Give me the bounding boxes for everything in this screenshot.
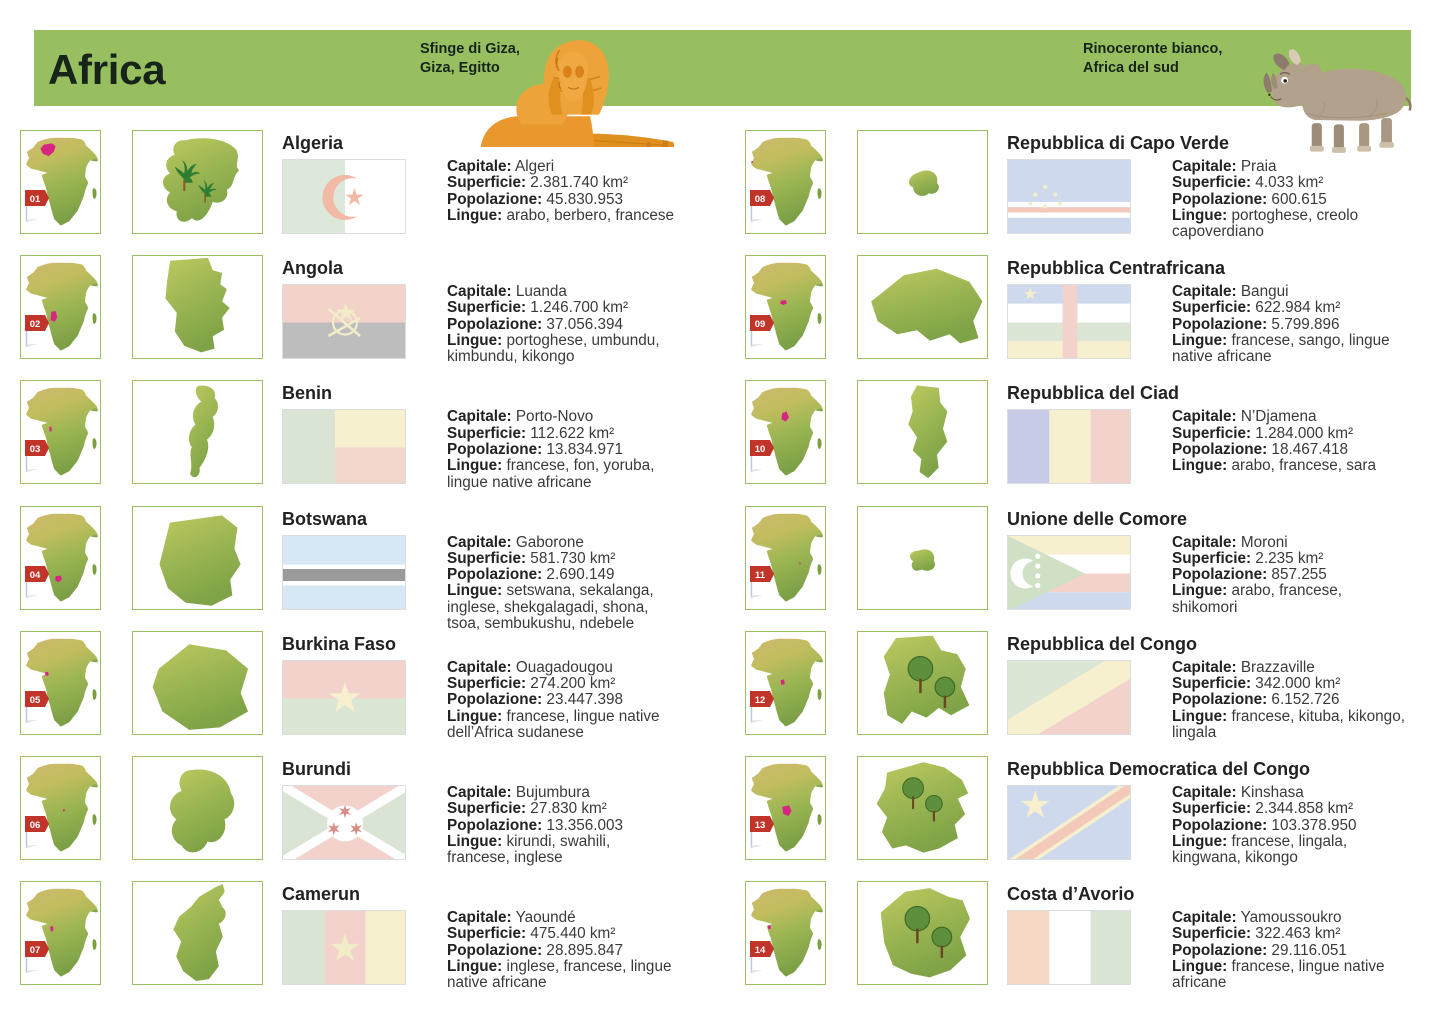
svg-text:07: 07 — [30, 945, 41, 956]
svg-text:10: 10 — [755, 444, 766, 455]
svg-text:14: 14 — [755, 945, 766, 956]
svg-text:04: 04 — [30, 570, 41, 581]
svg-text:01: 01 — [30, 194, 41, 205]
svg-text:02: 02 — [30, 319, 41, 330]
svg-text:03: 03 — [30, 444, 41, 455]
svg-text:06: 06 — [30, 820, 41, 831]
svg-text:12: 12 — [755, 695, 766, 706]
svg-text:11: 11 — [755, 570, 766, 581]
svg-text:09: 09 — [755, 319, 766, 330]
svg-text:05: 05 — [30, 695, 41, 706]
svg-text:08: 08 — [755, 194, 766, 205]
svg-text:13: 13 — [755, 820, 766, 831]
